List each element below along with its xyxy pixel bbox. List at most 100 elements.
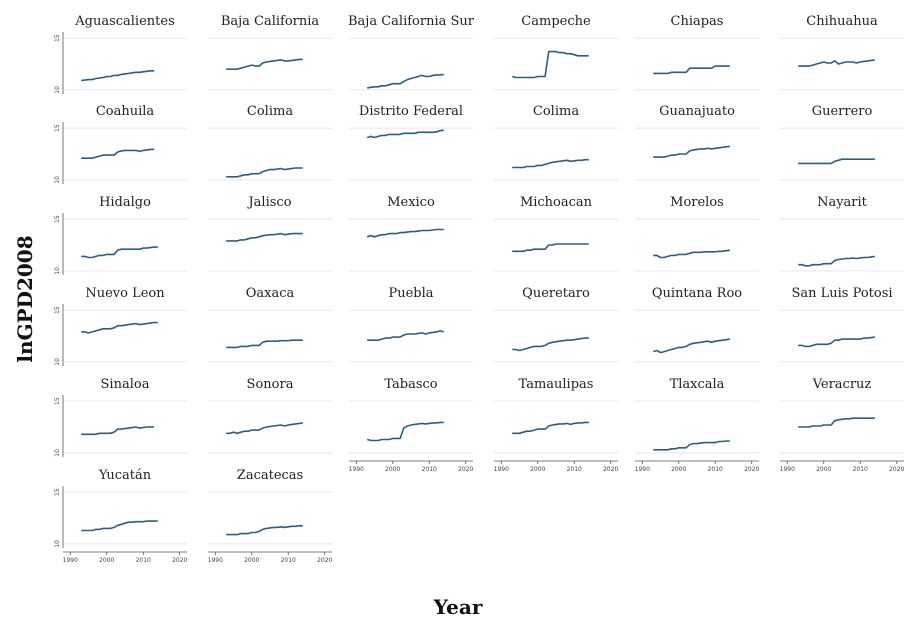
x-tick-label: 2000 — [530, 466, 545, 473]
series-line — [653, 65, 730, 75]
panel: Guerrero — [780, 104, 904, 181]
panel: Coahuila 10 15 — [54, 104, 187, 184]
panel: Oaxaca — [208, 286, 332, 363]
series-line — [798, 158, 875, 165]
y-axis-title: lnGPD2008 — [13, 235, 37, 362]
panel: Puebla — [349, 286, 473, 363]
x-tick-label: 2020 — [172, 557, 187, 564]
panel-title: Sonora — [247, 377, 294, 392]
panel: San Luis Potosi — [780, 286, 904, 363]
series-line — [653, 440, 730, 451]
y-tick-label: 15 — [54, 215, 61, 223]
panel: Morelos — [635, 195, 759, 272]
panel: Nuevo Leon 10 15 — [54, 286, 187, 366]
panel-title: San Luis Potosi — [791, 286, 892, 301]
series-line — [367, 330, 445, 341]
x-tick-label: 2010 — [853, 466, 868, 473]
panel-title: Queretaro — [522, 286, 590, 301]
panel-title: Quintana Roo — [652, 286, 742, 301]
panel-title: Guerrero — [812, 104, 873, 119]
panel-title: Colima — [247, 104, 293, 119]
panel-title: Hidalgo — [99, 195, 151, 210]
panel: Mexico — [349, 195, 473, 272]
panel: Tamaulipas 1990 2000 2010 2020 — [494, 377, 619, 473]
panel: Chiapas — [635, 14, 759, 91]
x-tick-label: 1990 — [635, 466, 650, 473]
panel: Tlaxcala 1990 2000 2010 2020 — [635, 377, 760, 473]
panel-title: Chiapas — [671, 14, 724, 29]
panel-title: Baja California — [221, 14, 320, 29]
x-tick-label: 2010 — [708, 466, 723, 473]
panel: Queretaro — [494, 286, 618, 363]
panel-title: Chihuahua — [806, 14, 878, 29]
y-tick-label: 10 — [54, 449, 61, 457]
x-tick-label: 2020 — [744, 466, 759, 473]
x-tick-label: 2010 — [422, 466, 437, 473]
panel-title: Nuevo Leon — [85, 286, 165, 301]
panel: Veracruz 1990 2000 2010 2020 — [780, 377, 905, 473]
x-tick-label: 2020 — [889, 466, 904, 473]
x-axis-title: Year — [433, 595, 483, 619]
panel-title: Sinaloa — [101, 377, 150, 392]
y-tick-label: 10 — [54, 358, 61, 366]
x-tick-label: 2000 — [671, 466, 686, 473]
x-tick-label: 2020 — [603, 466, 618, 473]
panel: Sinaloa 10 15 — [54, 377, 187, 457]
panel-title: Michoacan — [520, 195, 593, 210]
x-tick-label: 1990 — [349, 466, 364, 473]
panel-title: Nayarit — [817, 195, 868, 210]
y-tick-label: 10 — [54, 267, 61, 275]
x-tick-label: 2010 — [567, 466, 582, 473]
panel: Yucatán 10 15 1990 2000 2010 2020 — [54, 468, 188, 564]
y-tick-label: 15 — [54, 488, 61, 496]
panel: Chihuahua — [780, 14, 904, 91]
panel-title: Aguascalientes — [74, 14, 175, 29]
series-line — [81, 321, 158, 334]
panel: Baja California — [208, 14, 332, 91]
x-tick-label: 2020 — [458, 466, 473, 473]
panel-title: Morelos — [670, 195, 724, 210]
panel: Campeche — [494, 14, 618, 91]
y-tick-label: 10 — [54, 86, 61, 94]
y-tick-label: 15 — [54, 306, 61, 314]
panel: Colima — [208, 104, 332, 181]
panel-title: Coahuila — [96, 104, 155, 119]
panel-title: Tabasco — [384, 377, 437, 392]
panel: Nayarit — [780, 195, 904, 272]
x-tick-label: 2000 — [99, 557, 114, 564]
x-tick-label: 1990 — [63, 557, 78, 564]
series-line — [653, 145, 730, 158]
series-line — [511, 50, 589, 79]
series-line — [226, 525, 303, 536]
panel-title: Mexico — [387, 195, 435, 210]
series-line — [512, 158, 589, 169]
y-tick-label: 10 — [54, 540, 61, 548]
series-line — [366, 129, 444, 139]
y-tick-label: 10 — [54, 176, 61, 184]
series-line — [81, 70, 155, 82]
panel-title: Campeche — [521, 14, 591, 29]
x-tick-label: 2010 — [136, 557, 151, 564]
series-line — [81, 426, 155, 436]
series-line — [81, 246, 158, 259]
series-line — [512, 337, 589, 352]
series-line — [367, 73, 444, 89]
series-line — [798, 59, 875, 67]
series-line — [81, 520, 158, 532]
series-line — [366, 421, 444, 442]
series-line — [226, 167, 303, 178]
series-line — [366, 228, 444, 238]
panel: Jalisco — [208, 195, 332, 272]
panel: Baja California Sur — [348, 14, 475, 91]
panel: Tabasco 1990 2000 2010 2020 — [349, 377, 474, 473]
series-line — [81, 148, 155, 159]
panel: Distrito Federal — [349, 104, 473, 181]
panel-title: Puebla — [388, 286, 433, 301]
panel-title: Zacatecas — [237, 468, 303, 483]
panel-title: Oaxaca — [246, 286, 295, 301]
series-line — [226, 422, 303, 435]
series-line — [798, 255, 875, 267]
x-tick-label: 2000 — [385, 466, 400, 473]
x-tick-label: 1990 — [208, 557, 223, 564]
